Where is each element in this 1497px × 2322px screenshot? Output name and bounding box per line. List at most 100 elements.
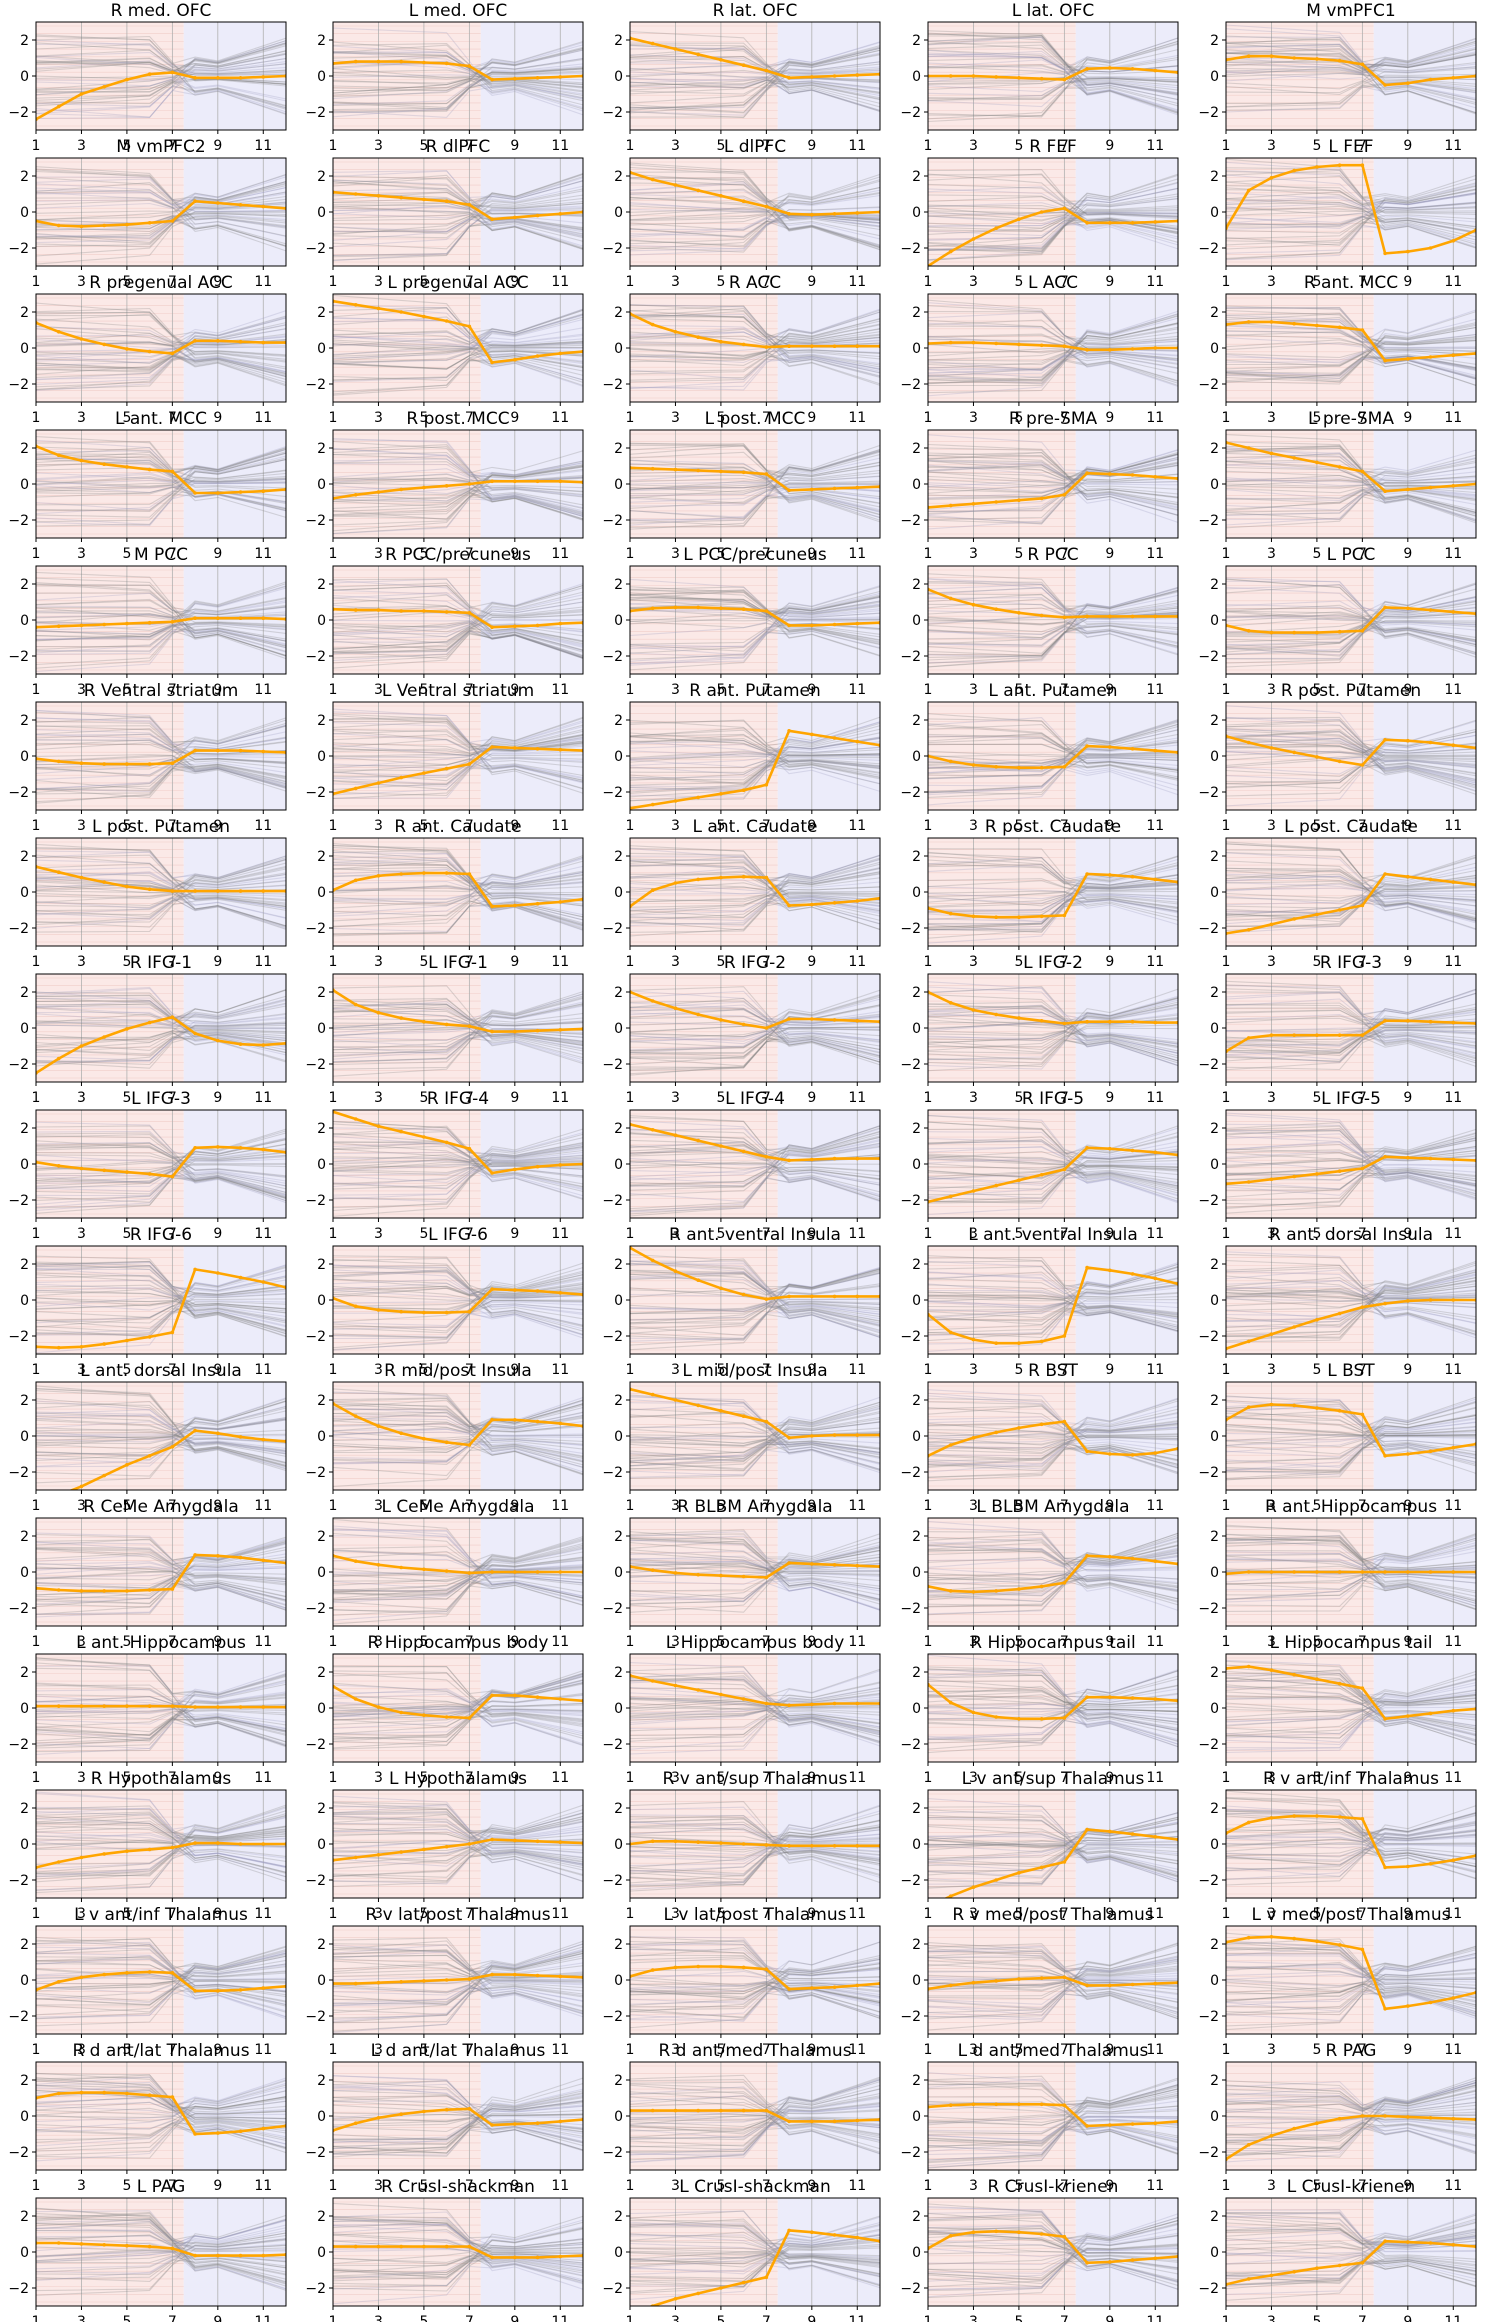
x-tick-label: 9 <box>807 274 816 290</box>
background-line <box>1226 489 1476 514</box>
x-tick-label: 7 <box>465 410 474 426</box>
background-line <box>333 489 583 512</box>
highlight-point <box>125 621 129 626</box>
highlight-point <box>1269 1402 1274 1407</box>
background-line <box>36 764 286 798</box>
highlight-point <box>56 1345 61 1350</box>
highlight-point <box>193 199 197 203</box>
background-line <box>333 348 583 362</box>
highlight-point <box>832 1156 837 1161</box>
highlight-point <box>1246 1339 1251 1344</box>
y-tick-label: −2 <box>8 241 29 257</box>
highlight-point <box>764 472 769 476</box>
background-line <box>36 61 286 72</box>
background-line <box>928 173 1178 235</box>
background-line <box>630 79 880 99</box>
background-line <box>630 599 880 623</box>
y-tick-label: 2 <box>20 1121 29 1137</box>
highlight-point <box>1315 1570 1319 1574</box>
highlight-point <box>1269 451 1274 456</box>
highlight-point <box>1428 1156 1433 1161</box>
x-tick-label: 5 <box>716 546 725 562</box>
background-line <box>630 492 880 528</box>
background-line <box>333 632 583 669</box>
highlight-point <box>1451 1298 1456 1302</box>
highlight-point <box>147 762 152 766</box>
background-line <box>333 619 583 646</box>
background-line <box>630 180 880 213</box>
background-line <box>1226 322 1476 346</box>
background-line <box>36 354 286 381</box>
y-tick-label: 0 <box>317 1021 326 1037</box>
background-line <box>928 618 1178 648</box>
highlight-point <box>855 1433 860 1437</box>
highlight-point <box>810 1434 814 1438</box>
post-shade-region <box>480 294 583 402</box>
highlight-point <box>79 1166 84 1171</box>
x-tick-label: 11 <box>254 1362 272 1378</box>
highlight-point <box>1337 908 1342 912</box>
background-line <box>630 173 880 203</box>
x-tick-label: 9 <box>1403 410 1412 426</box>
highlight-point <box>558 1570 563 1574</box>
x-tick-label: 9 <box>213 954 222 970</box>
background-line <box>630 483 880 509</box>
background-line <box>928 616 1178 635</box>
background-line <box>333 440 583 509</box>
x-tick-label: 1 <box>32 818 41 834</box>
highlight-point <box>719 1573 723 1578</box>
x-tick-label: 9 <box>510 138 519 154</box>
background-line <box>928 40 1178 71</box>
background-line <box>630 612 880 650</box>
background-line <box>1226 434 1476 473</box>
y-tick-label: −2 <box>900 1329 921 1345</box>
background-line <box>630 445 880 476</box>
highlight-point <box>170 219 175 223</box>
background-line <box>36 205 286 214</box>
background-line <box>36 606 286 624</box>
background-line <box>36 63 286 118</box>
x-tick-label: 11 <box>1146 1770 1164 1786</box>
x-tick-label: 11 <box>1444 1634 1462 1650</box>
background-line <box>1226 486 1476 502</box>
background-line <box>333 630 583 662</box>
x-tick-label: 7 <box>168 410 177 426</box>
background-line <box>630 317 880 344</box>
highlight-point <box>1406 606 1410 611</box>
y-tick-label: −2 <box>602 1601 623 1617</box>
background-line <box>1226 73 1476 108</box>
background-line <box>1226 45 1476 104</box>
background-line <box>1226 481 1476 489</box>
highlight-point <box>535 354 540 358</box>
background-line <box>333 333 583 355</box>
highlight-point <box>673 1683 678 1688</box>
highlight-point <box>261 1705 266 1709</box>
highlight-point <box>353 303 358 307</box>
background-line <box>333 41 583 99</box>
highlight-point <box>490 625 494 629</box>
highlight-point <box>1428 740 1433 745</box>
x-tick-label: 1 <box>924 954 933 970</box>
highlight-point <box>719 1144 723 1148</box>
background-line <box>36 328 286 385</box>
y-tick-label: −2 <box>8 1193 29 1209</box>
background-line <box>333 71 583 112</box>
highlight-point <box>1085 1146 1089 1150</box>
background-line <box>333 215 583 229</box>
x-tick-label: 3 <box>77 410 86 426</box>
panel-title: R IFG-4 <box>427 1089 489 1109</box>
background-line <box>1226 323 1476 383</box>
background-line <box>36 89 286 119</box>
background-line <box>36 85 286 114</box>
background-line <box>928 310 1178 397</box>
highlight-point <box>994 226 998 230</box>
background-line <box>36 166 286 228</box>
x-tick-label: 5 <box>716 818 725 834</box>
x-tick-label: 9 <box>510 546 519 562</box>
highlight-series-line <box>928 341 1178 352</box>
y-tick-label: −2 <box>305 785 326 801</box>
